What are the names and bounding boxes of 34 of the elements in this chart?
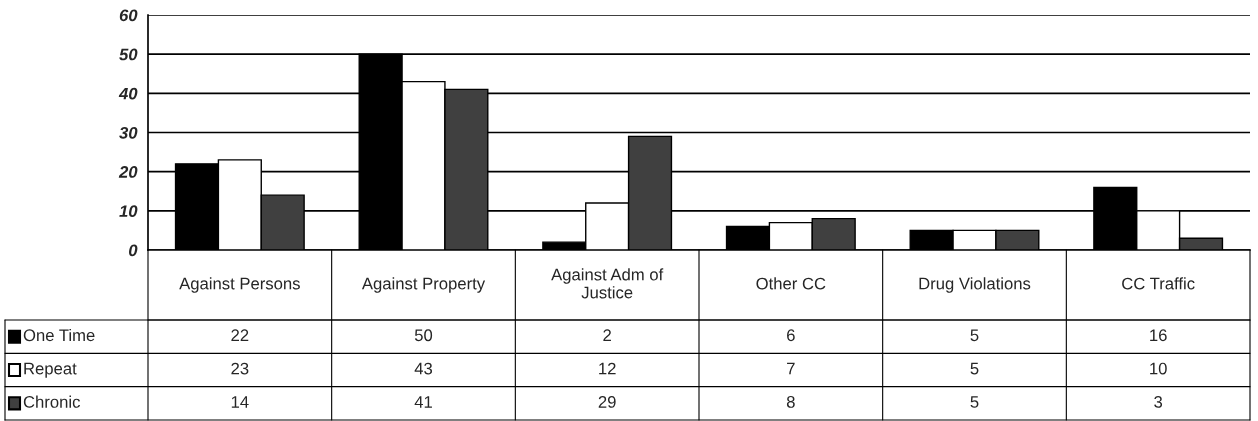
y-tick-label: 10 [119, 205, 138, 218]
data-label: 22 [231, 329, 249, 341]
data-label: 41 [414, 396, 432, 408]
legend-label: Chronic [23, 395, 80, 408]
data-label: 16 [1150, 329, 1167, 342]
data-label: 5 [970, 329, 979, 342]
data-label: 12 [599, 362, 616, 375]
y-tick-label: 60 [119, 9, 138, 22]
x-tick-label: Drug Violations [919, 277, 1031, 293]
y-tick-label: 20 [118, 166, 138, 178]
data-label: 50 [414, 329, 433, 342]
data-label: 29 [598, 396, 616, 408]
y-tick-label: 50 [119, 48, 138, 61]
x-tick-label: Against Adm of Justice [551, 268, 664, 299]
x-tick-label: Against Persons [179, 277, 300, 293]
y-tick-label: 30 [119, 126, 138, 139]
data-label: 10 [1150, 362, 1167, 375]
data-label: 8 [786, 396, 795, 408]
y-tick-label: 40 [118, 87, 138, 100]
y-tick-label: 0 [129, 244, 138, 257]
data-label: 43 [414, 362, 433, 375]
x-tick-label: Against Property [361, 277, 486, 293]
data-label: 6 [787, 329, 795, 342]
x-tick-label: CC Traffic [1122, 277, 1195, 290]
legend-label: One Time [23, 328, 95, 342]
data-label: 5 [970, 396, 979, 408]
data-label: 3 [1154, 396, 1163, 408]
data-label: 14 [231, 396, 249, 408]
data-label: 23 [231, 362, 249, 375]
data-label: 5 [970, 362, 979, 375]
x-tick-label: Other CC [756, 277, 826, 290]
legend-label: Repeat [24, 362, 77, 378]
data-label: 7 [787, 362, 795, 375]
data-label: 2 [603, 329, 611, 341]
